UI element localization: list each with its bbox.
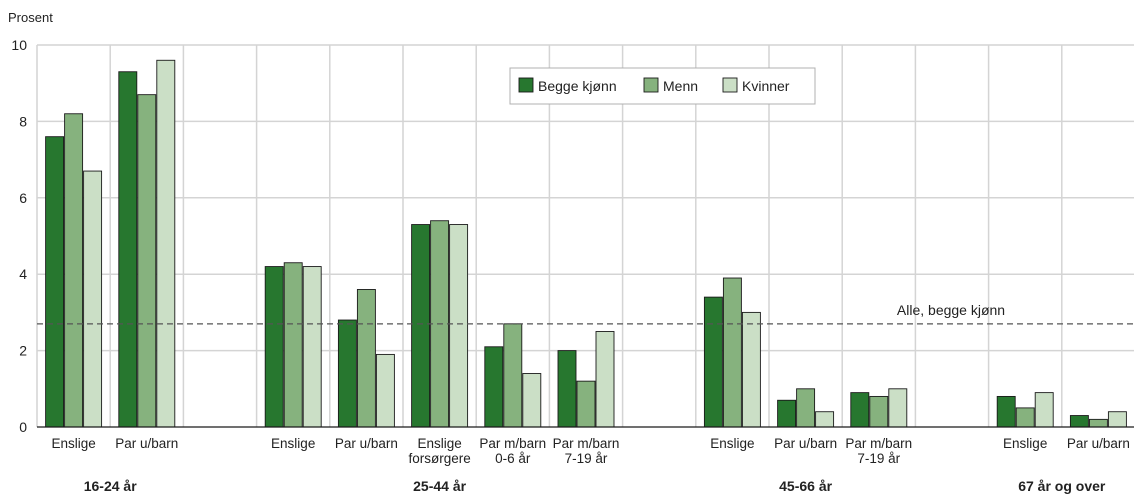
category-label: Enslige <box>271 436 315 451</box>
y-tick-label: 4 <box>19 266 27 282</box>
bar <box>576 380 596 428</box>
group-label: 67 år og over <box>1018 478 1106 494</box>
bar <box>302 266 322 428</box>
bar <box>64 113 84 428</box>
bar <box>595 331 615 428</box>
y-tick-label: 6 <box>19 190 27 206</box>
category-label: Par m/barn <box>553 436 620 451</box>
bar <box>1107 411 1127 428</box>
category-label: Enslige <box>51 436 95 451</box>
category-label: Enslige <box>417 436 461 451</box>
y-tick-label: 10 <box>11 37 27 53</box>
category-label: forsørgere <box>408 451 470 466</box>
category-label: 7-19 år <box>857 451 900 466</box>
category-label: Par u/barn <box>1067 436 1130 451</box>
bar <box>356 289 376 428</box>
y-tick-label: 2 <box>19 343 27 359</box>
reference-line-label: Alle, begge kjønn <box>897 302 1005 318</box>
group-label: 16-24 år <box>84 478 137 494</box>
legend-swatch <box>722 77 738 93</box>
bar <box>337 319 357 428</box>
gridlines <box>36 44 1134 427</box>
bar <box>375 353 395 428</box>
bar <box>850 392 870 428</box>
y-axis-unit-label: Prosent <box>8 10 53 25</box>
category-label: 0-6 år <box>495 451 531 466</box>
bar <box>557 350 577 428</box>
group-labels: 16-24 år 25-44 år 45-66 år 67 år og over <box>84 478 1106 494</box>
bar <box>777 399 797 428</box>
bars <box>37 59 1134 428</box>
bar <box>996 395 1016 428</box>
bar <box>1034 392 1054 428</box>
y-tick-label: 0 <box>19 419 27 435</box>
bar <box>741 311 761 428</box>
y-tick-label: 8 <box>19 113 27 129</box>
group-label: 25-44 år <box>413 478 466 494</box>
category-label: Par m/barn <box>845 436 912 451</box>
category-label: Par u/barn <box>774 436 837 451</box>
y-axis-ticks: 0 2 4 6 8 10 <box>11 37 27 435</box>
bar <box>283 262 303 428</box>
bar <box>1015 407 1035 428</box>
bar <box>156 59 176 428</box>
bar <box>888 388 908 428</box>
legend-swatch <box>518 77 534 93</box>
legend-label: Begge kjønn <box>538 78 617 94</box>
category-label: Enslige <box>710 436 754 451</box>
bar <box>703 296 723 428</box>
category-label: 7-19 år <box>565 451 608 466</box>
bar <box>1088 418 1108 428</box>
category-labels: Enslige Par u/barn Enslige Par u/barn Enslig… <box>51 436 1129 466</box>
legend: Begge kjønn Menn Kvinner <box>509 67 816 105</box>
reference-line-group: Alle, begge kjønn <box>37 302 1134 325</box>
bar <box>796 388 816 428</box>
bar <box>118 71 138 428</box>
group-label: 45-66 år <box>779 478 832 494</box>
bar <box>449 224 469 428</box>
category-label: Par m/barn <box>479 436 546 451</box>
bar <box>137 94 157 428</box>
bar <box>722 277 742 428</box>
category-label: Par u/barn <box>335 436 398 451</box>
bar <box>264 266 284 428</box>
bar <box>869 395 889 428</box>
bar <box>83 170 103 428</box>
bar <box>503 323 523 428</box>
category-label: Enslige <box>1003 436 1047 451</box>
bar <box>484 346 504 428</box>
legend-label: Kvinner <box>742 78 790 94</box>
bar <box>45 136 65 428</box>
bar <box>1069 415 1089 428</box>
bar <box>815 411 835 428</box>
legend-swatch <box>643 77 659 93</box>
bar <box>411 224 431 428</box>
legend-box <box>509 67 816 105</box>
category-label: Par u/barn <box>115 436 178 451</box>
bar <box>522 373 542 428</box>
legend-label: Menn <box>663 78 698 94</box>
